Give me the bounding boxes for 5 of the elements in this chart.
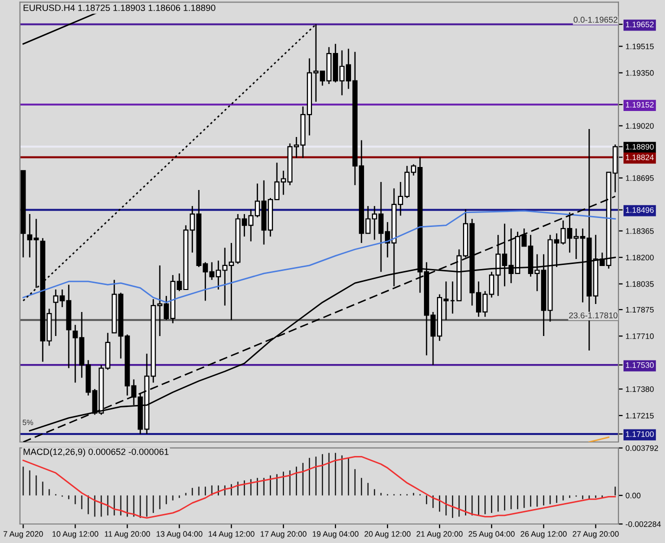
line-series (22, 456, 616, 519)
annotation: 23.6-1.17810 (569, 312, 618, 318)
annotation: 0.0-1.19652 (574, 16, 618, 23)
chart-title: EURUSD.H4 1.18725 1.18903 1.18606 1.18890 (24, 4, 216, 11)
chart-title: MACD(12,26,9) 0.000652 -0.000061 (24, 448, 169, 457)
